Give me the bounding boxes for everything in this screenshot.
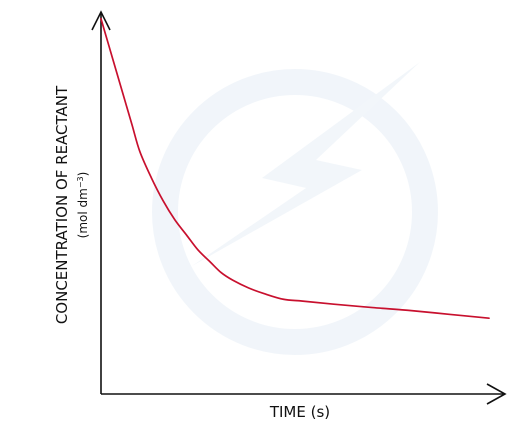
x-axis-arrowhead [486, 383, 507, 405]
y-axis-label: CONCENTRATION OF REACTANT [53, 85, 71, 324]
y-axis-arrowhead [91, 10, 111, 31]
y-unit-prefix: (mol dm [76, 188, 90, 238]
y-unit-suffix: ) [76, 172, 90, 177]
x-axis-label: TIME (s) [269, 403, 330, 421]
y-axis-unit-label: (mol dm−3) [76, 172, 91, 239]
watermark-bolt [192, 62, 420, 266]
watermark-logo [152, 62, 438, 355]
concentration-curve [100, 17, 490, 320]
y-unit-exponent: −3 [76, 176, 85, 188]
watermark-circle [152, 69, 438, 355]
